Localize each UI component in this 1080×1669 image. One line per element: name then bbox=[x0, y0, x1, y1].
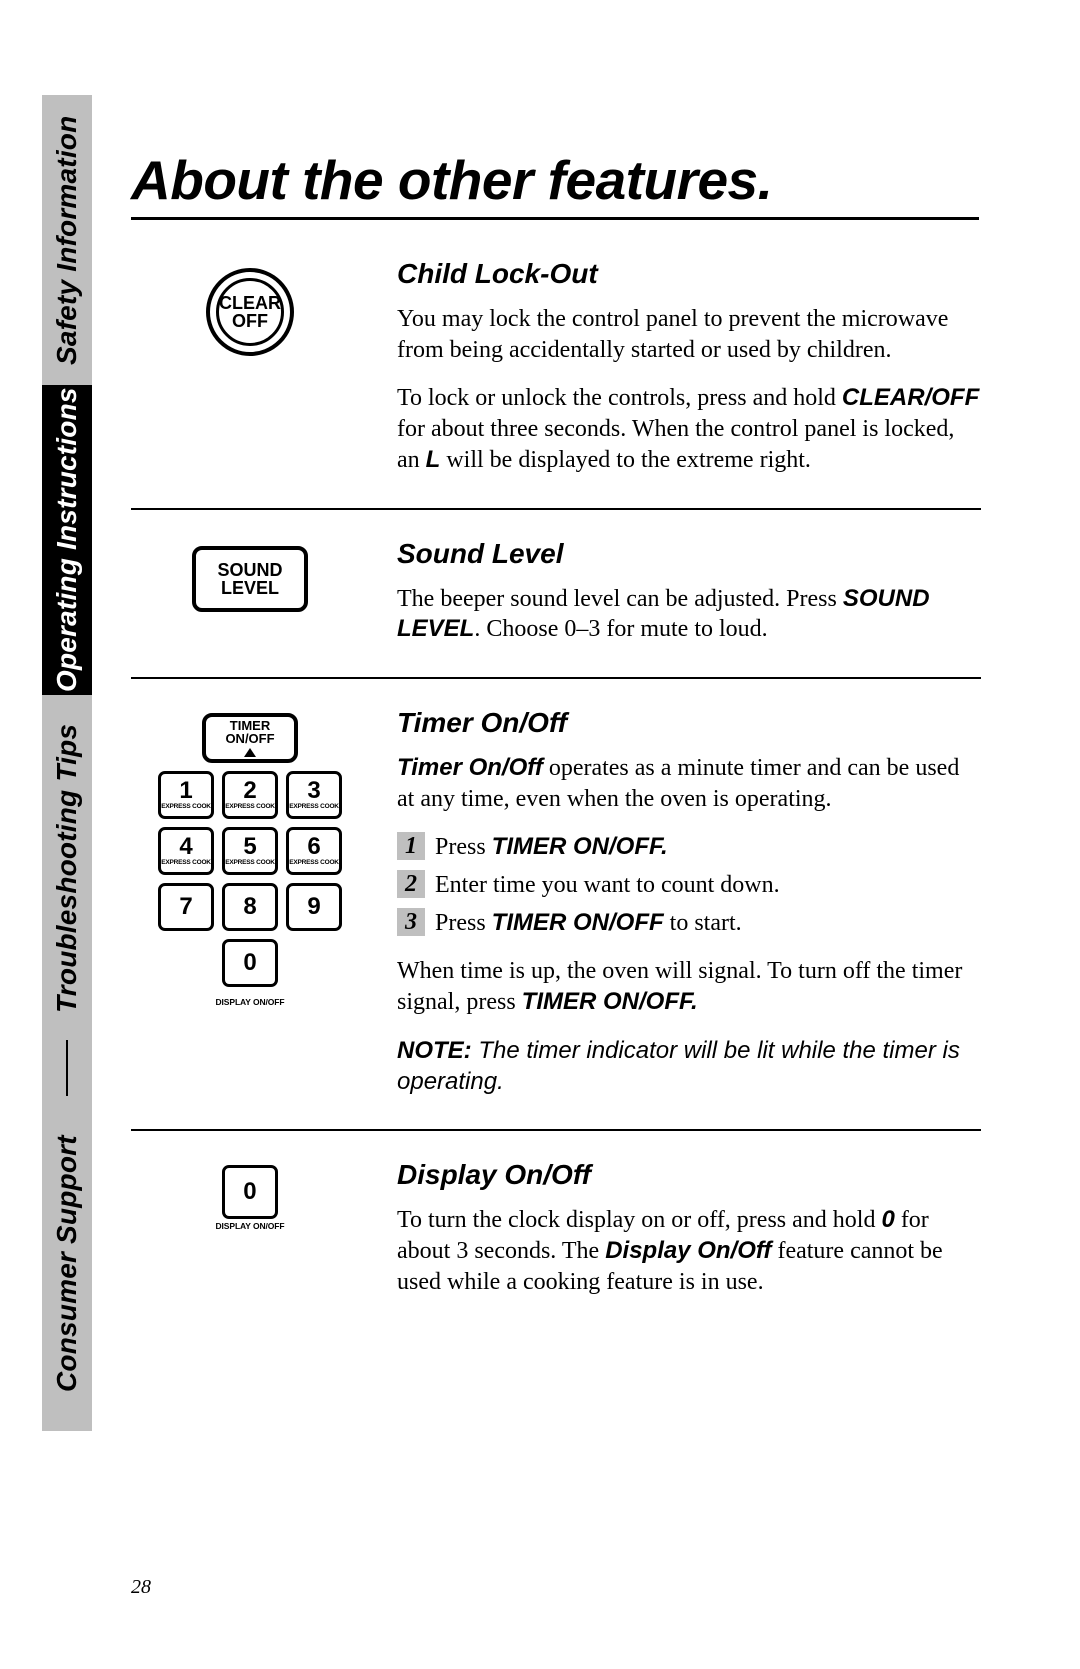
sound-level-label-1: SOUND bbox=[217, 560, 282, 580]
keypad-7: 7 bbox=[158, 883, 214, 931]
heading-sound-level: Sound Level bbox=[397, 538, 981, 570]
keypad-8: 8 bbox=[222, 883, 278, 931]
tab-separator bbox=[42, 1040, 92, 1096]
clear-off-label-1: CLEAR bbox=[219, 293, 281, 313]
timer-note: NOTE: The timer indicator will be lit wh… bbox=[397, 1036, 981, 1097]
timer-paragraph-2: When time is up, the oven will signal. T… bbox=[397, 956, 981, 1017]
timer-step-2: 2 Enter time you want to count down. bbox=[397, 870, 981, 900]
display-onoff-sublabel: DISPLAY ON/OFF bbox=[216, 997, 285, 1007]
step-badge-1: 1 bbox=[397, 832, 425, 860]
keypad-9: 9 bbox=[286, 883, 342, 931]
keypad-1: 1EXPRESS COOK bbox=[158, 771, 214, 819]
timer-step-3: 3 Press TIMER ON/OFF to start. bbox=[397, 908, 981, 938]
step-badge-2: 2 bbox=[397, 870, 425, 898]
keypad-2: 2EXPRESS COOK bbox=[222, 771, 278, 819]
timer-onoff-button-icon: TIMERON/OFF bbox=[202, 713, 298, 763]
section-rule bbox=[131, 1129, 981, 1131]
tab-safety-information[interactable]: Safety Information bbox=[42, 95, 92, 385]
keypad-4: 4EXPRESS COOK bbox=[158, 827, 214, 875]
tab-consumer-support[interactable]: Consumer Support bbox=[42, 1096, 92, 1431]
clear-off-label-2: OFF bbox=[232, 311, 268, 331]
heading-child-lockout: Child Lock-Out bbox=[397, 258, 981, 290]
tab-operating-instructions[interactable]: Operating Instructions bbox=[42, 385, 92, 695]
tab-troubleshooting-tips[interactable]: Troubleshooting Tips bbox=[42, 695, 92, 1040]
sound-level-label-2: LEVEL bbox=[221, 578, 279, 598]
timer-paragraph-1: Timer On/Off operates as a minute timer … bbox=[397, 753, 981, 814]
section-sound-level: SOUNDLEVEL Sound Level The beeper sound … bbox=[131, 538, 981, 645]
timer-steps: 1 Press TIMER ON/OFF. 2 Enter time you w… bbox=[397, 832, 981, 938]
side-tabs: Safety Information Operating Instruction… bbox=[42, 95, 92, 1431]
page-content: CLEAROFF Child Lock-Out You may lock the… bbox=[131, 230, 981, 1298]
heading-display-onoff: Display On/Off bbox=[397, 1159, 981, 1191]
section-timer-onoff: TIMERON/OFF 1EXPRESS COOK 2EXPRESS COOK … bbox=[131, 707, 981, 1097]
page-number: 28 bbox=[131, 1576, 151, 1599]
clear-off-button-icon: CLEAROFF bbox=[206, 268, 294, 356]
section-display-onoff: 0 DISPLAY ON/OFF Display On/Off To turn … bbox=[131, 1159, 981, 1297]
sound-level-paragraph: The beeper sound level can be adjusted. … bbox=[397, 584, 981, 645]
page-title: About the other features. bbox=[131, 148, 772, 212]
keypad-icon: TIMERON/OFF 1EXPRESS COOK 2EXPRESS COOK … bbox=[150, 713, 350, 1007]
section-rule bbox=[131, 677, 981, 679]
section-rule bbox=[131, 508, 981, 510]
heading-timer-onoff: Timer On/Off bbox=[397, 707, 981, 739]
keypad-0: 0 bbox=[222, 939, 278, 987]
section-child-lockout: CLEAROFF Child Lock-Out You may lock the… bbox=[131, 258, 981, 476]
step-badge-3: 3 bbox=[397, 908, 425, 936]
keypad-3: 3EXPRESS COOK bbox=[286, 771, 342, 819]
up-triangle-icon bbox=[244, 748, 256, 757]
keypad-6: 6EXPRESS COOK bbox=[286, 827, 342, 875]
display-paragraph: To turn the clock display on or off, pre… bbox=[397, 1205, 981, 1297]
keypad-0-large: 0 bbox=[222, 1165, 278, 1219]
sound-level-button-icon: SOUNDLEVEL bbox=[192, 546, 308, 612]
child-lockout-paragraph-1: You may lock the control panel to preven… bbox=[397, 304, 981, 365]
keypad-5: 5EXPRESS COOK bbox=[222, 827, 278, 875]
timer-step-1: 1 Press TIMER ON/OFF. bbox=[397, 832, 981, 862]
display-key-icon: 0 DISPLAY ON/OFF bbox=[216, 1165, 285, 1231]
display-onoff-sublabel: DISPLAY ON/OFF bbox=[216, 1221, 285, 1231]
child-lockout-paragraph-2: To lock or unlock the controls, press an… bbox=[397, 383, 981, 475]
